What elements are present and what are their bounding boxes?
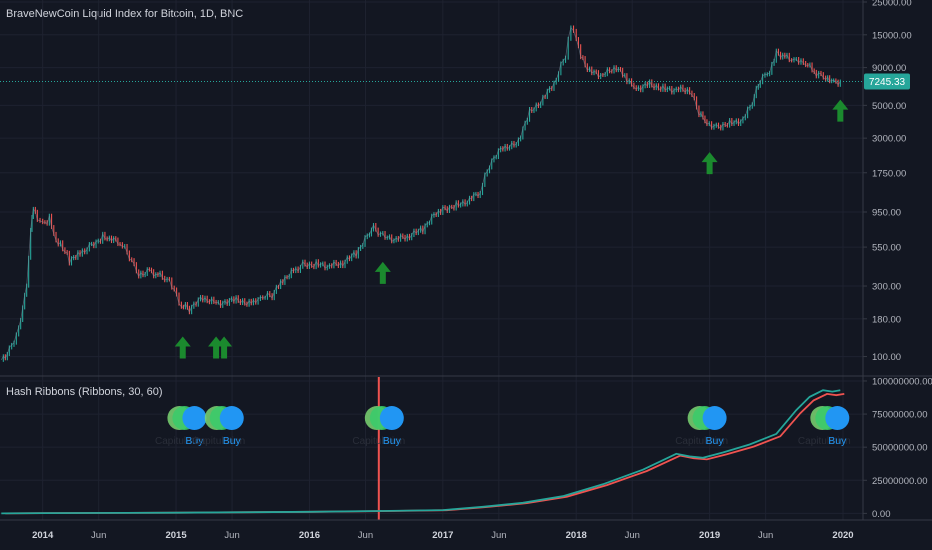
capitulation-label: Capitulation	[798, 436, 851, 447]
price-tick-label: 550.00	[872, 243, 901, 254]
buy-label: Buy	[223, 435, 242, 447]
x-tick-label: 2017	[432, 530, 453, 541]
indicator-tick-label: 75000000.00	[872, 410, 927, 421]
buy-arrow-icon	[174, 336, 191, 359]
price-tick-label: 300.00	[872, 282, 901, 293]
arrow-shape	[701, 152, 718, 175]
last-price-tag	[864, 73, 910, 90]
arrow-shape	[374, 261, 391, 284]
arrow-shape	[832, 99, 849, 122]
x-tick-label: 2014	[32, 530, 54, 541]
x-tick-label: Jun	[358, 530, 373, 541]
x-tick-label: 2019	[699, 530, 720, 541]
indicator-tick-label: 100000000.00	[872, 376, 932, 387]
indicator-tick-label: 50000000.00	[872, 443, 927, 454]
capitulation-label: Capitulation	[192, 436, 245, 447]
indicator-tick-label: 0.00	[872, 509, 891, 520]
grid-lines	[0, 0, 863, 520]
price-tick-label: 1750.00	[872, 168, 906, 179]
buy-circle	[219, 406, 244, 431]
price-tick-label: 25000.00	[872, 0, 912, 9]
x-tick-label: 2016	[299, 530, 320, 541]
price-pane-title: BraveNewCoin Liquid Index for Bitcoin, 1…	[6, 8, 244, 20]
buy-label: Buy	[383, 435, 402, 447]
price-tick-label: 3000.00	[872, 134, 906, 145]
buy-arrow-icon	[216, 336, 233, 359]
capitulation-label: Capitulation	[352, 436, 405, 447]
buy-label: Buy	[185, 435, 204, 447]
arrow-shape	[216, 336, 233, 359]
last-price-label: 7245.33	[869, 77, 906, 88]
buy-circle	[825, 406, 850, 431]
x-tick-label: Jun	[758, 530, 773, 541]
x-tick-label: Jun	[625, 530, 640, 541]
price-tick-label: 950.00	[872, 207, 901, 218]
buy-arrow-icon	[832, 99, 849, 122]
buy-circle	[379, 406, 404, 431]
x-tick-label: Jun	[491, 530, 506, 541]
price-tick-label: 5000.00	[872, 101, 906, 112]
capitulation-label: Capitulation	[675, 436, 728, 447]
buy-circle	[702, 406, 727, 431]
price-tick-label: 180.00	[872, 314, 901, 325]
capitulation-label: Capitulation	[155, 436, 208, 447]
price-tick-label: 9000.00	[872, 63, 906, 74]
buy-circle	[182, 406, 207, 431]
indicator-pane-title: Hash Ribbons (Ribbons, 30, 60)	[6, 386, 163, 398]
buy-arrow-icon	[701, 152, 718, 175]
hash-ribbon-fast[interactable]	[1, 389, 841, 515]
buy-label: Buy	[828, 435, 847, 447]
price-plot[interactable]	[0, 25, 863, 362]
x-tick-label: 2015	[165, 530, 187, 541]
indicator-tick-label: 25000000.00	[872, 476, 927, 487]
arrow-shape	[174, 336, 191, 359]
price-tick-label: 100.00	[872, 352, 901, 363]
x-tick-label: 2018	[566, 530, 587, 541]
buy-label: Buy	[706, 435, 725, 447]
x-tick-label: Jun	[224, 530, 239, 541]
x-tick-label: Jun	[91, 530, 106, 541]
x-tick-label: 2020	[832, 530, 853, 541]
price-line[interactable]	[0, 26, 841, 361]
price-tick-label: 15000.00	[872, 30, 912, 41]
buy-arrow-icon	[374, 261, 391, 284]
